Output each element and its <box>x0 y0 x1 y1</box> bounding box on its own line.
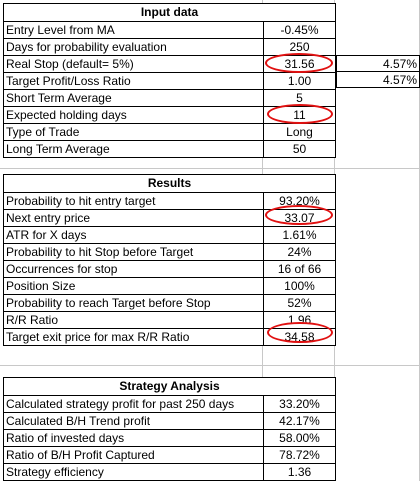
table-row: Probability to hit Stop before Target 24… <box>4 244 335 261</box>
strategy-profit-label: Calculated strategy profit for past 250 … <box>4 396 264 412</box>
table-row: Position Size 100% <box>4 278 335 295</box>
position-size-cell[interactable]: 100% <box>284 279 315 293</box>
table-row: Short Term Average 5 <box>4 90 335 107</box>
input-data-table: Input data Entry Level from MA -0.45% Da… <box>3 3 336 158</box>
prob-target-cell[interactable]: 52% <box>287 296 312 310</box>
real-stop-label: Real Stop (default= 5%) <box>4 56 264 72</box>
table-row: Target Profit/Loss Ratio 1.00 <box>4 73 335 90</box>
strategy-analysis-table: Strategy Analysis Calculated strategy pr… <box>3 377 336 481</box>
days-probability-cell[interactable]: 250 <box>289 40 310 54</box>
entry-level-cell[interactable]: -0.45% <box>280 23 319 37</box>
occurrences-cell[interactable]: 16 of 66 <box>277 262 322 276</box>
atr-cell[interactable]: 1.61% <box>282 228 317 242</box>
prob-target-label: Probability to reach Target before Stop <box>4 295 264 311</box>
table-row: Long Term Average 50 <box>4 141 335 157</box>
invested-days-label: Ratio of invested days <box>4 430 264 446</box>
type-of-trade-label: Type of Trade <box>4 124 264 140</box>
results-table: Results Probability to hit entry target … <box>3 174 336 346</box>
next-entry-price-label: Next entry price <box>4 210 264 226</box>
invested-days-cell[interactable]: 58.00% <box>279 431 320 445</box>
highlight-oval-target-exit <box>267 322 333 343</box>
type-of-trade-cell[interactable]: Long <box>286 125 313 139</box>
bh-trend-profit-cell[interactable]: 42.17% <box>279 414 320 428</box>
stop-percent-cell[interactable]: 4.57% <box>336 55 420 72</box>
long-term-average-cell[interactable]: 50 <box>292 142 307 156</box>
strategy-profit-cell[interactable]: 33.20% <box>279 397 320 411</box>
table-row: Type of Trade Long <box>4 124 335 141</box>
expected-holding-days-label: Expected holding days <box>4 107 264 123</box>
table-row: Occurrences for stop 16 of 66 <box>4 261 335 278</box>
occurrences-label: Occurrences for stop <box>4 261 264 277</box>
prob-stop-cell[interactable]: 24% <box>287 245 312 259</box>
bh-trend-profit-label: Calculated B/H Trend profit <box>4 413 264 429</box>
days-probability-label: Days for probability evaluation <box>4 39 264 55</box>
short-term-average-label: Short Term Average <box>4 90 264 106</box>
table-row: Ratio of B/H Profit Captured 78.72% <box>4 447 335 464</box>
gridline-h <box>0 365 420 366</box>
table-row: Ratio of invested days 58.00% <box>4 430 335 447</box>
table-row: ATR for X days 1.61% <box>4 227 335 244</box>
short-term-average-cell[interactable]: 5 <box>296 91 303 105</box>
strategy-efficiency-label: Strategy efficiency <box>4 464 264 480</box>
prob-entry-target-label: Probability to hit entry target <box>4 193 264 209</box>
bh-profit-captured-label: Ratio of B/H Profit Captured <box>4 447 264 463</box>
long-term-average-label: Long Term Average <box>4 141 264 157</box>
highlight-oval-next-entry <box>265 205 333 225</box>
table-row: Calculated strategy profit for past 250 … <box>4 396 335 413</box>
target-pl-ratio-cell[interactable]: 1.00 <box>287 74 312 88</box>
target-exit-price-label: Target exit price for max R/R Ratio <box>4 329 264 345</box>
table-row: Days for probability evaluation 250 <box>4 39 335 56</box>
target-pl-ratio-label: Target Profit/Loss Ratio <box>4 73 264 89</box>
prob-stop-label: Probability to hit Stop before Target <box>4 244 264 260</box>
atr-label: ATR for X days <box>4 227 264 243</box>
target-percent-cell[interactable]: 4.57% <box>336 71 420 88</box>
table-row: Strategy efficiency 1.36 <box>4 464 335 480</box>
strategy-efficiency-cell[interactable]: 1.36 <box>287 465 312 479</box>
gridline-h <box>0 168 420 169</box>
input-data-title: Input data <box>4 4 335 22</box>
position-size-label: Position Size <box>4 278 264 294</box>
entry-level-label: Entry Level from MA <box>4 22 264 38</box>
table-row: Entry Level from MA -0.45% <box>4 22 335 39</box>
table-row: Probability to hit entry target 93.20% <box>4 193 335 210</box>
highlight-oval-real-stop <box>265 53 333 73</box>
highlight-oval-holding-days <box>267 104 333 124</box>
table-row: Probability to reach Target before Stop … <box>4 295 335 312</box>
results-title: Results <box>4 175 335 193</box>
bh-profit-captured-cell[interactable]: 78.72% <box>279 448 320 462</box>
rr-ratio-label: R/R Ratio <box>4 312 264 328</box>
strategy-analysis-title: Strategy Analysis <box>4 378 335 396</box>
table-row: Calculated B/H Trend profit 42.17% <box>4 413 335 430</box>
